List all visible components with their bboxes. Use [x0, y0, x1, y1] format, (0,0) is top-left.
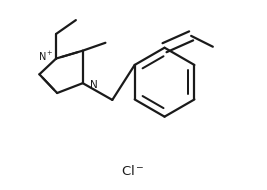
Text: N: N	[90, 80, 97, 90]
Text: N$^+$: N$^+$	[38, 50, 53, 63]
Text: Cl$^-$: Cl$^-$	[121, 164, 145, 178]
